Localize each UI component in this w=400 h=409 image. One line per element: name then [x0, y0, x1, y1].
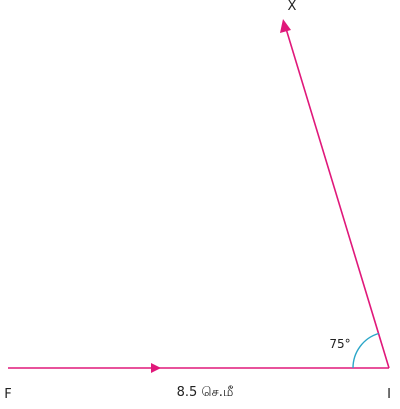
length-label: 8.5 செ.மீ: [177, 385, 234, 400]
ray-ix-arrowhead: [280, 19, 291, 33]
angle-arc: [352, 332, 379, 369]
base-arrowhead: [151, 363, 161, 373]
ray-ix: [283, 21, 390, 369]
angle-label: 75°: [329, 337, 350, 351]
point-label-f: F: [4, 387, 11, 402]
point-label-x: X: [288, 0, 297, 14]
point-label-i: I: [387, 387, 391, 402]
